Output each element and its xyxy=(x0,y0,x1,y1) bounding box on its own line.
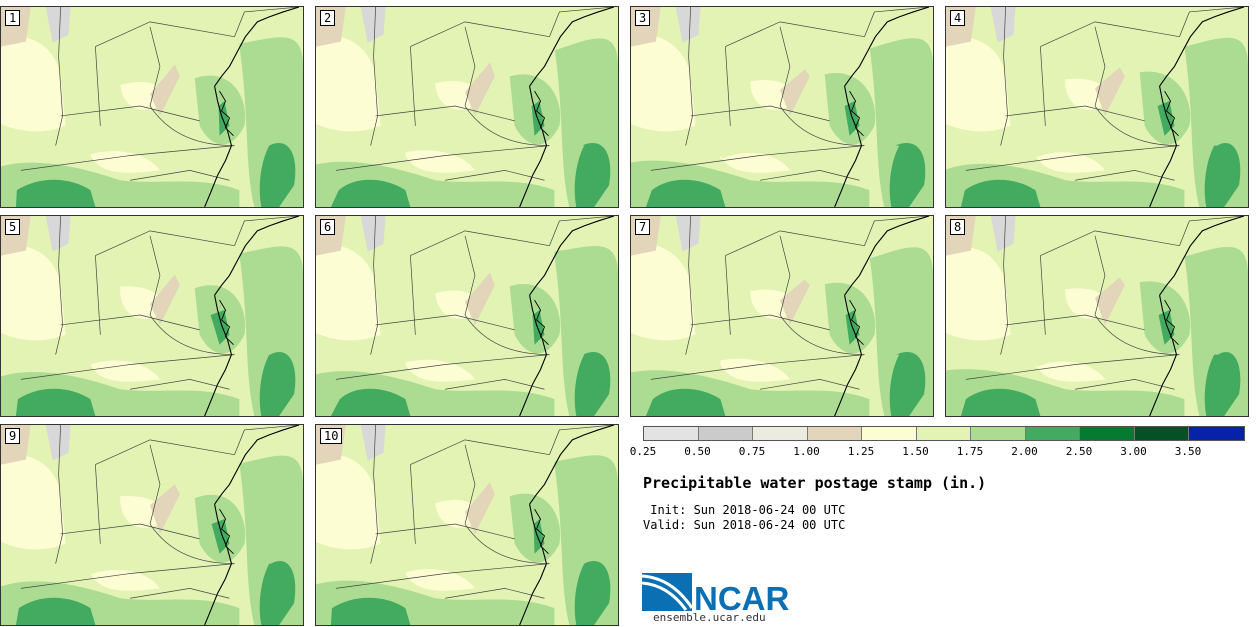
postage-stamp-map: 7 xyxy=(630,215,934,417)
postage-stamp-map: 10 xyxy=(315,424,619,626)
precip-map-icon xyxy=(1,425,303,625)
precip-map-icon xyxy=(631,7,933,207)
color-swatch xyxy=(644,427,699,440)
stamp-member-label: 8 xyxy=(950,219,966,235)
postage-stamp-map: 6 xyxy=(315,215,619,417)
color-swatch xyxy=(1080,427,1135,440)
postage-stamp-map: 2 xyxy=(315,6,619,208)
precip-map-icon xyxy=(316,216,618,416)
postage-stamp-map: 8 xyxy=(945,215,1249,417)
precip-map-icon xyxy=(316,7,618,207)
stamp-member-label: 2 xyxy=(320,10,336,26)
color-swatch xyxy=(807,427,862,440)
logo-url: ensemble.ucar.edu xyxy=(653,611,766,624)
postage-stamp-map: 3 xyxy=(630,6,934,208)
stamp-member-label: 5 xyxy=(5,219,21,235)
color-scale-tick-label: 2.00 xyxy=(1011,445,1038,458)
color-swatch xyxy=(862,427,917,440)
stamp-member-label: 4 xyxy=(950,10,966,26)
color-scale-tick-label: 1.00 xyxy=(793,445,820,458)
stamp-member-label: 3 xyxy=(635,10,651,26)
precip-map-icon xyxy=(316,425,618,625)
color-scale-tick-label: 1.25 xyxy=(847,445,875,458)
color-swatch xyxy=(916,427,971,440)
precip-map-icon xyxy=(1,216,303,416)
precip-map-icon xyxy=(946,216,1248,416)
stamp-member-label: 10 xyxy=(320,428,343,444)
postage-stamp-map: 1 xyxy=(0,6,304,208)
color-scale-tick-label: 3.00 xyxy=(1120,445,1147,458)
stamp-member-label: 9 xyxy=(5,428,21,444)
stamp-member-label: 7 xyxy=(635,219,651,235)
precip-map-icon xyxy=(1,7,303,207)
color-scale-tick-label: 2.50 xyxy=(1065,445,1093,458)
color-swatch xyxy=(1134,427,1189,440)
color-scale-bar xyxy=(643,426,1245,441)
stamp-member-label: 6 xyxy=(320,219,336,235)
chart-title: Precipitable water postage stamp (in.) xyxy=(643,474,987,492)
precip-map-icon xyxy=(631,216,933,416)
color-scale-tick-label: 3.50 xyxy=(1174,445,1202,458)
stamp-member-label: 1 xyxy=(5,10,21,26)
color-swatch xyxy=(753,427,808,440)
color-swatch xyxy=(1025,427,1080,440)
ncar-logo-icon: NCAR xyxy=(642,573,789,615)
color-scale-tick-label: 0.75 xyxy=(738,445,766,458)
precip-map-icon xyxy=(946,7,1248,207)
color-scale-tick-label: 1.75 xyxy=(956,445,984,458)
color-scale-tick-label: 0.25 xyxy=(629,445,657,458)
color-scale-tick-label: 0.50 xyxy=(684,445,711,458)
init-time: Init: Sun 2018-06-24 00 UTC xyxy=(643,503,846,517)
color-scale-tick-label: 1.50 xyxy=(902,445,929,458)
postage-stamp-map: 9 xyxy=(0,424,304,626)
color-swatch xyxy=(971,427,1026,440)
logo-text: NCAR xyxy=(694,580,789,615)
color-swatch xyxy=(1189,427,1244,440)
valid-time: Valid: Sun 2018-06-24 00 UTC xyxy=(643,518,846,532)
postage-stamp-map: 4 xyxy=(945,6,1249,208)
color-swatch xyxy=(698,427,753,440)
postage-stamp-map: 5 xyxy=(0,215,304,417)
